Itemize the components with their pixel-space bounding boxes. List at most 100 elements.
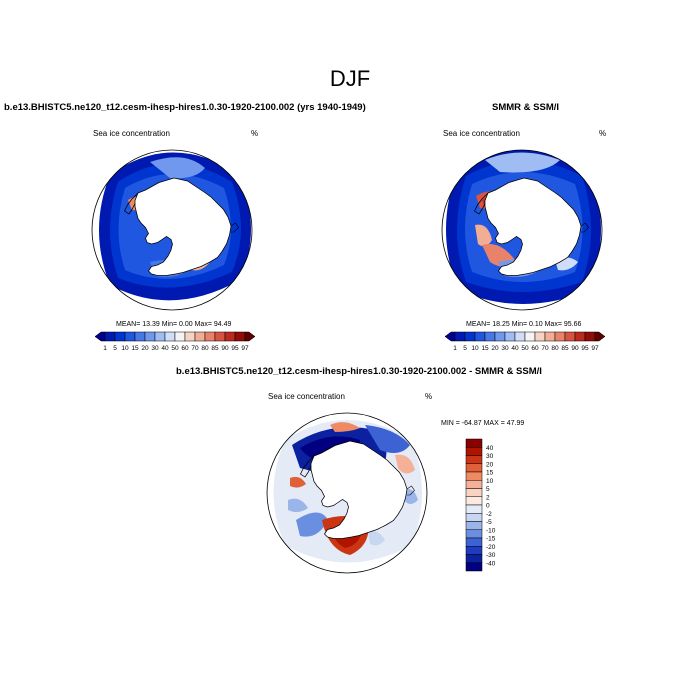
- difference-colorbar-tick-label: 20: [486, 461, 494, 468]
- model-colorbar-tick-label: 20: [141, 345, 149, 352]
- obs-colorbar-swatch: [494, 331, 506, 342]
- obs-colorbar-tick-label: 5: [463, 345, 467, 352]
- difference-colorbar-swatch: [465, 471, 483, 481]
- difference-colorbar-swatch: [465, 447, 483, 456]
- difference-colorbar-swatch: [465, 496, 483, 506]
- model-colorbar-swatch: [104, 331, 116, 342]
- difference-colorbar-tick-label: 15: [486, 470, 494, 477]
- difference-colorbar-swatch: [465, 546, 483, 555]
- obs-colorbar-tick-label: 60: [531, 345, 539, 352]
- difference-colorbar-swatch: [465, 537, 483, 547]
- model-colorbar-tick-label: 10: [121, 345, 129, 352]
- obs-panel-units-label: %: [599, 129, 607, 138]
- model-colorbar-tick-label: 15: [131, 345, 139, 352]
- difference-colorbar-tick-label: -5: [486, 519, 492, 526]
- difference-colorbar-tick-label: 30: [486, 453, 494, 460]
- model-colorbar-swatch: [194, 331, 206, 342]
- difference-colorbar-swatch: [465, 554, 483, 563]
- obs-panel-variable-label: Sea ice concentration: [443, 129, 520, 138]
- difference-colorbar-swatch: [465, 521, 483, 530]
- page-title: DJF: [329, 66, 371, 91]
- difference-colorbar-tick-label: -15: [486, 536, 496, 543]
- model-colorbar-tick-label: 5: [113, 345, 117, 352]
- diff-panel-header: b.e13.BHISTC5.ne120_t12.cesm-ihesp-hires…: [176, 366, 542, 377]
- difference-colorbar-swatch: [465, 455, 483, 464]
- model-panel-variable-label: Sea ice concentration: [93, 129, 170, 138]
- model-colorbar-tick-label: 90: [221, 345, 229, 352]
- model-colorbar-tick-label: 1: [103, 345, 107, 352]
- obs-colorbar-tick-label: 10: [471, 345, 479, 352]
- obs-colorbar-tick-label: 20: [491, 345, 499, 352]
- obs-colorbar-tick-label: 40: [511, 345, 519, 352]
- obs-colorbar-swatch: [444, 331, 456, 342]
- model-colorbar-tick-label: 97: [241, 345, 249, 352]
- obs-colorbar-tick-label: 90: [571, 345, 579, 352]
- diff-panel-stats: MIN = -64.87 MAX = 47.99: [441, 420, 525, 427]
- difference-colorbar-swatch: [465, 504, 483, 514]
- obs-colorbar-tick-label: 1: [453, 345, 457, 352]
- difference-colorbar-swatch: [465, 488, 483, 497]
- difference-colorbar-tick-label: -40: [486, 560, 496, 567]
- model-sea-ice-map: [91, 149, 253, 311]
- obs-colorbar-swatch: [474, 331, 486, 342]
- model-colorbar-tick-label: 60: [181, 345, 189, 352]
- model-colorbar-swatch: [134, 331, 146, 342]
- model-colorbar-swatch: [94, 331, 106, 342]
- model-colorbar-swatch: [124, 331, 136, 342]
- difference-colorbar-tick-label: 5: [486, 486, 490, 493]
- obs-colorbar-swatch: [504, 331, 516, 342]
- model-colorbar-swatch: [234, 331, 246, 342]
- model-panel-header: b.e13.BHISTC5.ne120_t12.cesm-ihesp-hires…: [4, 102, 366, 113]
- obs-colorbar-tick-label: 80: [551, 345, 559, 352]
- obs-panel-stats: MEAN= 18.25 Min= 0.10 Max= 95.66: [466, 321, 582, 328]
- obs-colorbar-swatch: [464, 331, 476, 342]
- model-colorbar-swatch: [114, 331, 126, 342]
- model-colorbar-swatch: [204, 331, 216, 342]
- obs-colorbar-swatch: [584, 331, 596, 342]
- obs-colorbar-swatch: [534, 331, 546, 342]
- model-colorbar: 1 5 10 15 20 30 40 50 60 70 80 85 90 95 97: [94, 331, 256, 352]
- model-panel-units-label: %: [251, 129, 259, 138]
- difference-colorbar-swatch: [465, 463, 483, 473]
- difference-colorbar-tick-label: -20: [486, 544, 496, 551]
- obs-colorbar-tick-label: 70: [541, 345, 549, 352]
- difference-colorbar-tick-label: 40: [486, 445, 494, 452]
- model-colorbar-tick-label: 80: [201, 345, 209, 352]
- difference-colorbar-swatch: [465, 480, 483, 489]
- difference-colorbar-swatch: [465, 513, 483, 522]
- obs-colorbar-swatch: [484, 331, 496, 342]
- difference-colorbar-tick-label: -2: [486, 511, 492, 518]
- difference-map: [266, 412, 428, 574]
- model-colorbar-tick-label: 30: [151, 345, 159, 352]
- model-colorbar-swatch: [164, 331, 176, 342]
- obs-colorbar: 1 5 10 15 20 30 40 50 60 70 80 85 90 95 97: [444, 331, 606, 352]
- obs-colorbar-swatch: [574, 331, 586, 342]
- difference-colorbar-swatch: [465, 438, 483, 448]
- model-colorbar-swatch: [174, 331, 186, 342]
- obs-colorbar-swatch: [454, 331, 466, 342]
- difference-colorbar-tick-label: 10: [486, 478, 494, 485]
- obs-colorbar-tick-label: 50: [521, 345, 529, 352]
- obs-colorbar-swatch: [514, 331, 526, 342]
- obs-colorbar-tick-label: 85: [561, 345, 569, 352]
- model-colorbar-swatch: [154, 331, 166, 342]
- difference-colorbar-tick-label: -30: [486, 552, 496, 559]
- model-colorbar-tick-label: 50: [171, 345, 179, 352]
- obs-colorbar-tick-label: 30: [501, 345, 509, 352]
- diff-panel-variable-label: Sea ice concentration: [268, 392, 345, 401]
- difference-colorbar-tick-label: 2: [486, 494, 490, 501]
- model-colorbar-swatch: [214, 331, 226, 342]
- obs-sea-ice-map: [441, 149, 603, 311]
- obs-colorbar-tick-label: 95: [581, 345, 589, 352]
- difference-colorbar-tick-label: -10: [486, 527, 496, 534]
- difference-colorbar-tick-label: 0: [486, 503, 490, 510]
- obs-colorbar-tick-label: 97: [591, 345, 599, 352]
- diff-panel-units-label: %: [425, 392, 433, 401]
- obs-colorbar-swatch: [554, 331, 566, 342]
- model-colorbar-tick-label: 85: [211, 345, 219, 352]
- model-colorbar-tick-label: 40: [161, 345, 169, 352]
- model-colorbar-swatch: [144, 331, 156, 342]
- model-panel-stats: MEAN= 13.39 Min= 0.00 Max= 94.49: [116, 321, 232, 328]
- obs-panel-header: SMMR & SSM/I: [492, 102, 560, 113]
